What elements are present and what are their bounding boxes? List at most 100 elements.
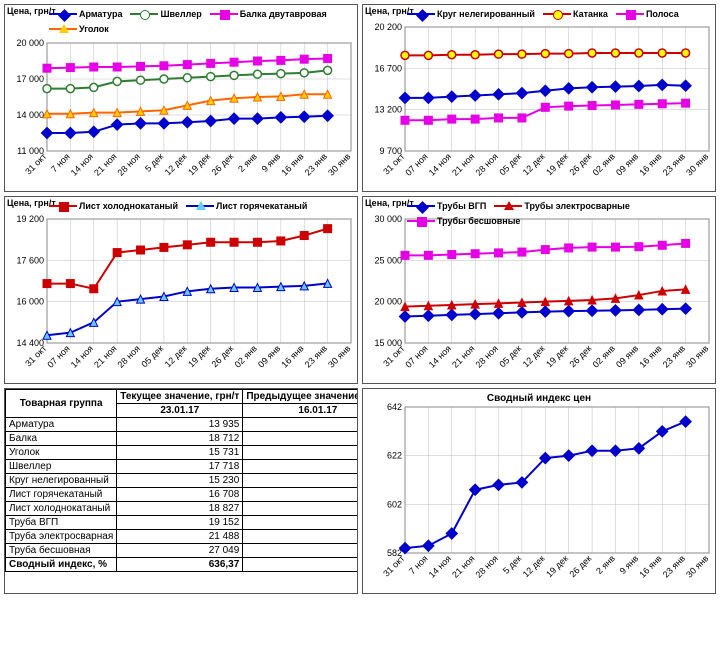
svg-text:14 ноя: 14 ноя [427, 553, 454, 580]
svg-text:30 янв: 30 янв [684, 553, 710, 579]
svg-text:Сводный индекс цен: Сводный индекс цен [487, 393, 591, 404]
chart-3: Цена, грн/т14 40016 00017 60019 20031 ок… [4, 196, 358, 384]
th-cur: Текущее значение, грн/т [117, 390, 243, 404]
svg-text:30 янв: 30 янв [684, 343, 710, 369]
svg-text:30 000: 30 000 [374, 214, 402, 224]
svg-text:21 ноя: 21 ноя [450, 343, 477, 370]
svg-text:02 янв: 02 янв [591, 343, 617, 369]
svg-text:28 ноя: 28 ноя [116, 151, 143, 178]
svg-text:07 ноя: 07 ноя [403, 151, 430, 178]
svg-text:2 янв: 2 янв [236, 151, 259, 174]
svg-text:30 янв: 30 янв [684, 151, 710, 177]
svg-text:19 дек: 19 дек [544, 553, 570, 579]
svg-text:16 янв: 16 янв [637, 343, 663, 369]
svg-text:02 янв: 02 янв [591, 151, 617, 177]
svg-text:05 дек: 05 дек [139, 343, 165, 369]
svg-text:26 дек: 26 дек [568, 553, 594, 579]
legend-item: Лист холоднокатаный [49, 200, 178, 213]
svg-text:09 янв: 09 янв [614, 151, 640, 177]
svg-text:12 дек: 12 дек [521, 343, 547, 369]
th-group: Товарная группа [6, 390, 117, 418]
svg-text:07 ноя: 07 ноя [45, 343, 72, 370]
table-row: Лист холоднокатаный18 82718 5602671,44▲ [6, 502, 359, 516]
svg-text:19 дек: 19 дек [544, 151, 570, 177]
legend-item: Трубы электросварные [494, 200, 629, 213]
legend-item: Швеллер [130, 8, 201, 21]
svg-text:19 дек: 19 дек [186, 343, 212, 369]
legend-item: Лист горячекатаный [186, 200, 307, 213]
svg-text:602: 602 [387, 499, 402, 509]
svg-text:19 200: 19 200 [16, 214, 44, 224]
svg-text:12 дек: 12 дек [163, 343, 189, 369]
svg-text:28 ноя: 28 ноя [474, 553, 501, 580]
table-row: Уголок15 73115 72830,02▲ [6, 446, 359, 460]
legend-item: Арматура [49, 8, 122, 21]
th-prev: Предыдущее значение, грн/т [243, 390, 358, 404]
table-row: Балка18 71218 652600,32▲ [6, 432, 359, 446]
svg-text:26 дек: 26 дек [568, 343, 594, 369]
svg-text:20 200: 20 200 [374, 22, 402, 32]
data-table-panel: Товарная группа Текущее значение, грн/т … [4, 388, 358, 594]
svg-text:30 янв: 30 янв [326, 343, 352, 369]
svg-text:26 дек: 26 дек [568, 151, 594, 177]
table-row: Труба бесшовная27 04926 8192300,86▲ [6, 544, 359, 558]
svg-text:16 янв: 16 янв [637, 151, 663, 177]
summary-row: Сводный индекс, %636,37632,513,860,61▲ [6, 558, 359, 572]
svg-text:20 000: 20 000 [16, 38, 44, 48]
svg-text:21 ноя: 21 ноя [92, 151, 119, 178]
svg-text:13 200: 13 200 [374, 105, 402, 115]
svg-text:16 янв: 16 янв [637, 553, 663, 579]
legend-item: Трубы ВГП [407, 200, 486, 213]
svg-text:25 000: 25 000 [374, 255, 402, 265]
svg-text:23 янв: 23 янв [303, 343, 329, 369]
svg-text:23 янв: 23 янв [661, 553, 687, 579]
svg-text:28 ноя: 28 ноя [474, 151, 501, 178]
table-row: Арматура13 93513 850850,61▲ [6, 418, 359, 432]
svg-text:26 дек: 26 дек [210, 343, 236, 369]
legend-item: Полоса [616, 8, 679, 21]
svg-text:16 700: 16 700 [374, 63, 402, 73]
svg-text:14 ноя: 14 ноя [427, 343, 454, 370]
th-date-cur: 23.01.17 [117, 404, 243, 418]
svg-text:21 ноя: 21 ноя [92, 343, 119, 370]
data-table: Товарная группа Текущее значение, грн/т … [5, 389, 358, 572]
svg-text:12 дек: 12 дек [163, 151, 189, 177]
table-row: Труба электросварная21 48821 2971910,90▲ [6, 530, 359, 544]
svg-text:14 000: 14 000 [16, 110, 44, 120]
th-date-prev: 16.01.17 [243, 404, 358, 418]
legend-item: Балка двутавровая [210, 8, 327, 21]
svg-text:30 янв: 30 янв [326, 151, 352, 177]
table-row: Круг нелегированный15 23015 298-68-0,44▼ [6, 474, 359, 488]
svg-text:02 янв: 02 янв [233, 343, 259, 369]
svg-text:05 дек: 05 дек [497, 151, 523, 177]
svg-text:07 ноя: 07 ноя [403, 343, 430, 370]
svg-text:622: 622 [387, 451, 402, 461]
svg-text:642: 642 [387, 402, 402, 412]
chart-1: Цена, грн/т11 00014 00017 00020 00031 ок… [4, 4, 358, 192]
svg-text:12 дек: 12 дек [521, 151, 547, 177]
svg-text:16 янв: 16 янв [279, 343, 305, 369]
svg-text:20 000: 20 000 [374, 297, 402, 307]
chart-5: 58260262264231 окт7 ноя14 ноя21 ноя28 но… [362, 388, 716, 594]
svg-text:17 600: 17 600 [16, 255, 44, 265]
chart-2: Цена, грн/т9 70013 20016 70020 20031 окт… [362, 4, 716, 192]
svg-text:16 000: 16 000 [16, 297, 44, 307]
svg-text:09 янв: 09 янв [256, 343, 282, 369]
svg-text:28 ноя: 28 ноя [116, 343, 143, 370]
legend-item: Уголок [49, 23, 109, 36]
svg-text:17 000: 17 000 [16, 74, 44, 84]
legend-item: Круг нелегированный [407, 8, 535, 21]
legend-item: Катанка [543, 8, 608, 21]
dashboard-grid: Цена, грн/т11 00014 00017 00020 00031 ок… [4, 4, 716, 594]
svg-text:23 янв: 23 янв [661, 151, 687, 177]
svg-text:12 дек: 12 дек [521, 553, 547, 579]
svg-text:21 ноя: 21 ноя [450, 553, 477, 580]
svg-text:21 ноя: 21 ноя [450, 151, 477, 178]
svg-text:14 ноя: 14 ноя [69, 151, 96, 178]
svg-text:23 янв: 23 янв [661, 343, 687, 369]
table-row: Лист горячекатаный16 70816 610980,59▲ [6, 488, 359, 502]
svg-text:16 янв: 16 янв [279, 151, 305, 177]
chart-4: Цена, грн/т15 00020 00025 00030 00031 ок… [362, 196, 716, 384]
table-row: Труба ВГП19 15219 085670,35▲ [6, 516, 359, 530]
svg-text:28 ноя: 28 ноя [474, 343, 501, 370]
